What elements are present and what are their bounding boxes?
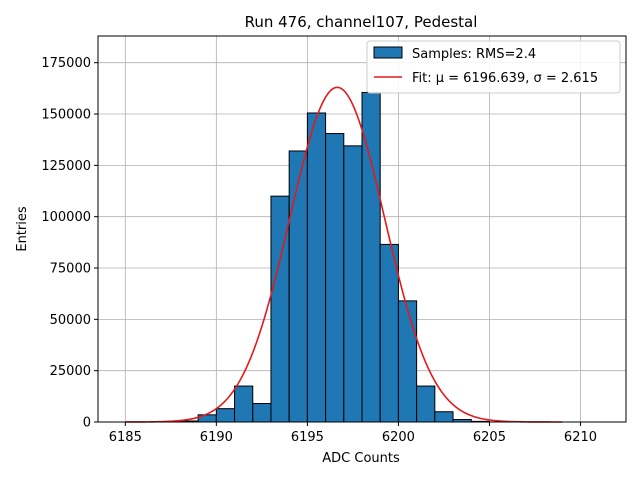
chart-title: Run 476, channel107, Pedestal	[245, 13, 478, 31]
histogram-bar	[397, 300, 418, 423]
x-tick-label: 6200	[382, 430, 415, 445]
y-tick-label: 75000	[50, 262, 91, 277]
y-axis-title: Entries	[15, 206, 30, 252]
legend: Samples: RMS=2.4 Fit: μ = 6196.639, σ = …	[366, 40, 621, 94]
x-tick-label: 6190	[200, 430, 233, 445]
histogram-bar	[325, 133, 345, 423]
y-tick-label: 125000	[41, 159, 91, 174]
y-tick-label: 25000	[50, 364, 91, 379]
legend-box	[366, 40, 621, 94]
histogram-bar	[434, 411, 454, 423]
histogram-bar	[416, 385, 436, 423]
histogram-bar	[379, 243, 399, 423]
legend-swatch-histogram	[373, 46, 403, 59]
histogram-bars	[179, 91, 490, 423]
x-axis-ticks: 6185 6190 6195 6200 6205 6210	[109, 422, 597, 445]
y-axis-ticks: 0 25000 50000 75000 100000 125000 150000 175000	[41, 56, 98, 431]
histogram-bar	[306, 112, 327, 423]
legend-label-fit: Fit: μ = 6196.639, σ = 2.615	[412, 71, 598, 86]
y-tick-label: 100000	[41, 210, 91, 225]
plot-frame	[97, 35, 627, 423]
fit-curve	[125, 86, 563, 423]
x-axis-title: ADC Counts	[322, 451, 400, 466]
x-tick-label: 6185	[109, 430, 142, 445]
histogram-bar	[234, 385, 254, 423]
histogram-bar	[343, 145, 363, 423]
y-tick-label: 175000	[41, 56, 91, 71]
x-tick-label: 6205	[473, 430, 506, 445]
histogram-bar	[288, 150, 308, 423]
x-tick-label: 6210	[564, 430, 597, 445]
x-tick-label: 6195	[291, 430, 324, 445]
histogram-bar	[252, 403, 272, 423]
y-tick-label: 50000	[50, 313, 91, 328]
legend-label-histogram: Samples: RMS=2.4	[412, 47, 536, 62]
histogram-bar	[215, 408, 236, 423]
histogram-bar	[361, 91, 381, 423]
y-tick-label: 0	[83, 416, 91, 431]
y-tick-label: 150000	[41, 108, 91, 123]
